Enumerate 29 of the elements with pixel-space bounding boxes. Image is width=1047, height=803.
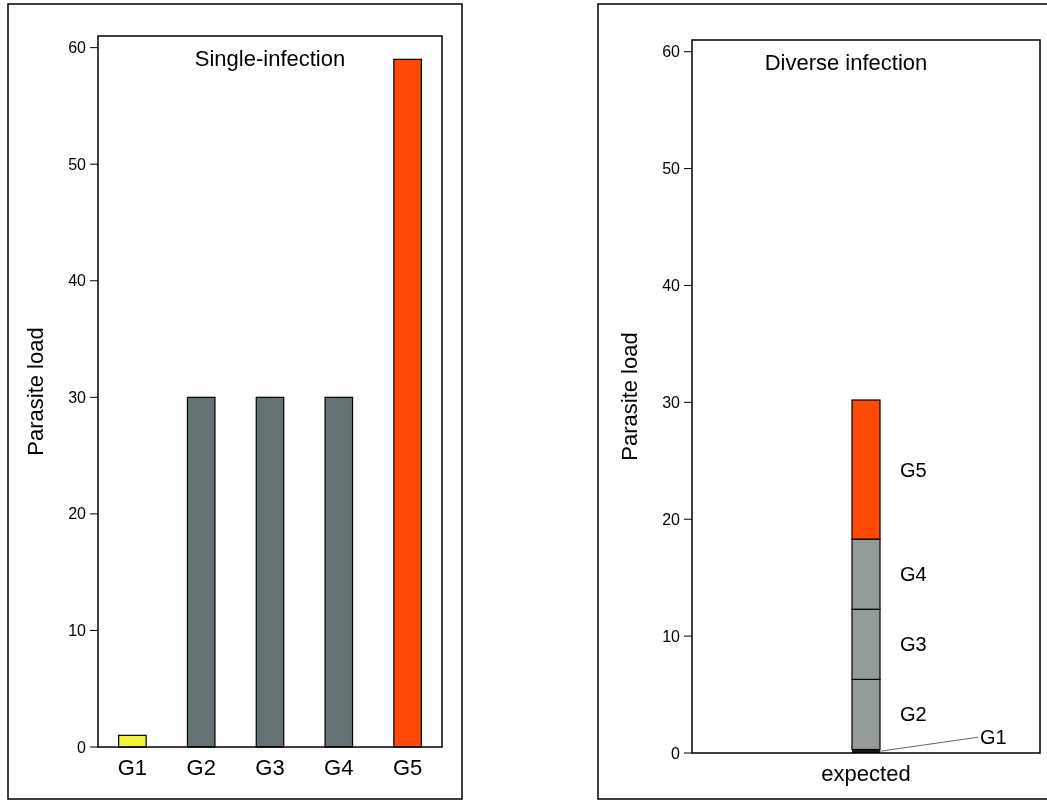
y-tick-label: 10 (68, 622, 87, 640)
y-tick-label: 60 (68, 39, 87, 57)
y-tick-label: 30 (68, 388, 87, 406)
y-tick-label: 20 (68, 505, 87, 523)
text: G1 (980, 726, 1007, 749)
y-axis-title: Parasite load (617, 332, 642, 461)
y-tick-label: 60 (662, 43, 681, 61)
x-tick-label: G5 (392, 755, 423, 780)
series-label: G3 (900, 633, 927, 656)
text: Single-infection (194, 46, 346, 71)
series-label: G2 (900, 703, 927, 726)
series-label: G5 (900, 458, 927, 481)
x-tick-label: G2 (186, 755, 216, 780)
x-tick-label: G3 (255, 755, 285, 780)
x-tick-label: G4 (324, 755, 354, 780)
y-tick-label: 20 (662, 510, 681, 528)
x-tick-label: expected (821, 761, 911, 786)
text: Diverse infection (764, 50, 928, 75)
series-label: G4 (900, 563, 927, 586)
y-tick-label: 0 (671, 744, 681, 762)
y-tick-label: 0 (77, 738, 87, 756)
y-tick-label: 50 (68, 155, 87, 173)
y-tick-label: 40 (68, 272, 87, 290)
y-axis-title: Parasite load (23, 327, 48, 456)
y-tick-label: 50 (662, 160, 681, 178)
y-tick-label: 10 (662, 627, 681, 645)
y-tick-label: 40 (662, 277, 681, 295)
y-tick-label: 30 (662, 393, 681, 411)
x-tick-label: G1 (117, 755, 148, 780)
